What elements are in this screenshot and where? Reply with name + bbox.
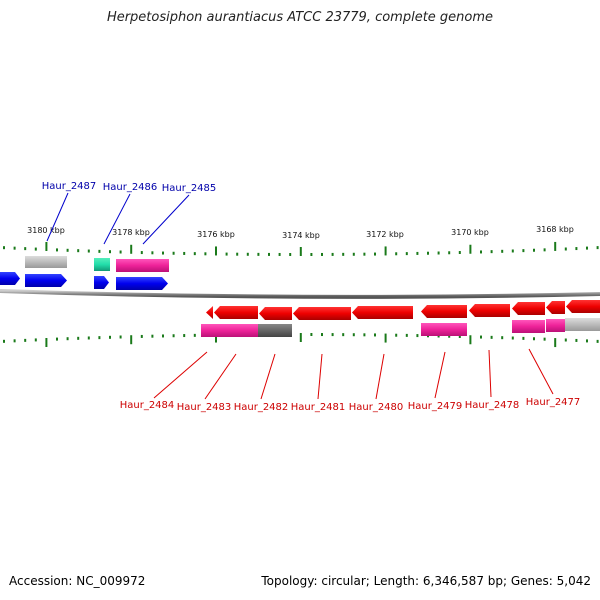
ruler-ticks-inner [3, 333, 599, 348]
gene-label-haur-2485[interactable]: Haur_2485 [162, 183, 217, 194]
cds-arrow-reverse[interactable] [352, 306, 413, 319]
gene-label-haur-2487[interactable]: Haur_2487 [42, 181, 97, 192]
ruler-label-3174: 3174 kbp [282, 231, 320, 240]
cds-arrow-reverse[interactable] [214, 306, 258, 319]
cds-arrow-forward[interactable] [0, 272, 20, 285]
ruler-labels: 3180 kbp 3178 kbp 3176 kbp 3174 kbp 3172… [27, 225, 574, 240]
page-title: Herpetosiphon aurantiacus ATCC 23779, co… [106, 10, 494, 25]
ruler-ticks-outer [3, 241, 599, 256]
gene-label-haur-2486[interactable]: Haur_2486 [103, 182, 158, 193]
cds-arrow-reverse[interactable] [293, 307, 351, 320]
cog-box [116, 259, 169, 272]
cog-box [546, 319, 565, 332]
gene-label-haur-2479[interactable]: Haur_2479 [408, 401, 463, 412]
reverse-cog-track [201, 318, 600, 337]
forward-cog-track [25, 256, 169, 272]
topology-text: Topology: circular; Length: 6,346,587 bp… [261, 574, 591, 588]
cog-box [512, 320, 545, 333]
accession-text: Accession: NC_009972 [9, 574, 146, 588]
gene-label-haur-2482[interactable]: Haur_2482 [234, 402, 289, 413]
cds-arrow-reverse[interactable] [206, 306, 213, 319]
cog-box [258, 324, 292, 337]
ruler-label-3170: 3170 kbp [451, 228, 489, 237]
ruler-label-3176: 3176 kbp [197, 230, 235, 239]
reverse-cds-track [206, 300, 600, 320]
ruler-label-3168: 3168 kbp [536, 225, 574, 234]
ruler-label-3178: 3178 kbp [112, 228, 150, 237]
cds-arrow-forward[interactable] [116, 277, 168, 290]
forward-cds-track [0, 272, 168, 290]
cds-arrow-forward[interactable] [25, 274, 67, 287]
gene-label-haur-2484[interactable]: Haur_2484 [120, 400, 175, 411]
gene-label-haur-2477[interactable]: Haur_2477 [526, 397, 581, 408]
cds-arrow-reverse[interactable] [512, 302, 545, 315]
cds-arrow-reverse[interactable] [469, 304, 510, 317]
genome-backbone [0, 289, 600, 299]
reverse-label-leaders [153, 348, 554, 400]
cog-box [213, 324, 258, 337]
cds-arrow-reverse[interactable] [259, 307, 292, 320]
cog-box [421, 323, 467, 336]
cog-box [25, 256, 67, 268]
cog-box [94, 258, 110, 271]
gene-label-haur-2480[interactable]: Haur_2480 [349, 402, 404, 413]
cog-box [565, 318, 600, 331]
cds-arrow-forward[interactable] [94, 276, 109, 289]
forward-gene-labels: Haur_2487 Haur_2486 Haur_2485 [42, 181, 217, 194]
gene-label-haur-2483[interactable]: Haur_2483 [177, 402, 232, 413]
gene-label-haur-2478[interactable]: Haur_2478 [465, 400, 520, 411]
ruler-label-3172: 3172 kbp [366, 230, 404, 239]
cog-box [201, 324, 213, 337]
gene-label-haur-2481[interactable]: Haur_2481 [291, 402, 346, 413]
cds-arrow-reverse[interactable] [566, 300, 600, 313]
cds-arrow-reverse[interactable] [421, 305, 467, 318]
reverse-gene-labels: Haur_2484 Haur_2483 Haur_2482 Haur_2481 … [120, 397, 581, 413]
forward-label-leaders [46, 192, 190, 245]
cds-arrow-reverse[interactable] [546, 301, 565, 314]
ruler-label-3180: 3180 kbp [27, 226, 65, 235]
